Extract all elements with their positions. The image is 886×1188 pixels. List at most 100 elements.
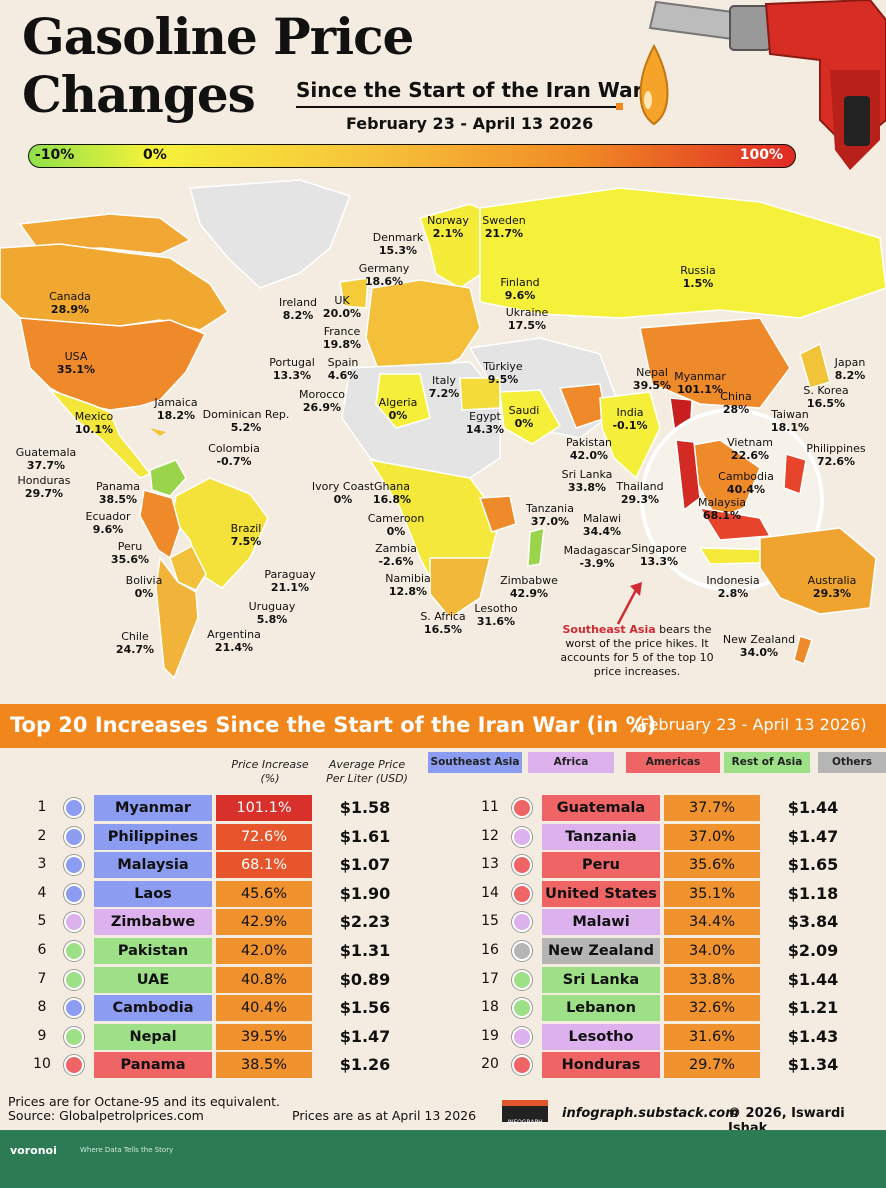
callout-arrow xyxy=(616,589,638,625)
map-label-france: France 19.8% xyxy=(323,325,361,351)
map-label-name: Uruguay xyxy=(248,600,296,613)
map-label-ecuador: Ecuador 9.6% xyxy=(86,510,131,536)
subtitle: Since the Start of the Iran War xyxy=(296,78,643,102)
map-label-value: 4.6% xyxy=(327,369,359,382)
map-label-value: 2.8% xyxy=(717,587,749,600)
map-label-peru: Peru 35.6% xyxy=(111,540,149,566)
map-label-name: Malaysia xyxy=(697,496,747,509)
region-algeria xyxy=(375,373,431,429)
map-label-value: 33.8% xyxy=(567,481,607,494)
row-price: $1.65 xyxy=(787,855,839,875)
map-label-name: Singapore xyxy=(631,542,687,555)
row-country: Pakistan xyxy=(94,938,212,964)
map-label-name: Honduras xyxy=(17,474,71,487)
map-label-brazil: Brazil 7.5% xyxy=(231,522,262,548)
row-increase: 35.6% xyxy=(664,852,760,879)
table-row: 2 Philippines 72.6% $1.61 xyxy=(30,823,420,850)
region-saudi xyxy=(499,389,561,445)
map-label-value: 29.7% xyxy=(24,487,64,500)
map-label-name: Colombia xyxy=(208,442,260,455)
region-china xyxy=(639,317,791,409)
map-label-value: 101.1% xyxy=(677,383,723,396)
row-increase: 39.5% xyxy=(216,1023,312,1050)
table-row: 15 Malawi 34.4% $3.84 xyxy=(478,909,868,936)
row-increase: 37.7% xyxy=(664,795,760,821)
map-label-italy: Italy 7.2% xyxy=(429,374,460,400)
map-label-india: India -0.1% xyxy=(612,406,647,432)
row-increase: 33.8% xyxy=(664,966,760,993)
table-row: 7 UAE 40.8% $0.89 xyxy=(30,966,420,993)
map-label-name: Australia xyxy=(807,574,857,587)
map-label-name: S. Korea xyxy=(803,384,849,397)
flag-icon xyxy=(64,1055,84,1076)
map-label-value: 42.0% xyxy=(569,449,609,462)
map-label-value: 7.5% xyxy=(230,535,262,548)
map-label-name: Sweden xyxy=(482,214,526,227)
map-label-value: 0% xyxy=(134,587,154,600)
row-rank: 15 xyxy=(481,913,499,930)
voronoi-brand: voronoi xyxy=(10,1144,57,1157)
flag-icon xyxy=(512,883,532,904)
date-range: February 23 - April 13 2026 xyxy=(346,114,594,133)
row-increase: 34.0% xyxy=(664,938,760,964)
map-label-name: Zambia xyxy=(375,542,417,555)
map-label-value: 5.2% xyxy=(230,421,262,434)
subtitle-accent xyxy=(616,103,623,110)
world-map xyxy=(0,179,886,680)
map-label-value: 8.2% xyxy=(834,369,866,382)
map-label-name: Peru xyxy=(117,540,143,553)
row-increase: 29.7% xyxy=(664,1052,760,1079)
footnote-octane: Prices are for Octane-95 and its equival… xyxy=(8,1094,280,1109)
row-increase: 40.4% xyxy=(216,995,312,1022)
legend-southeast-asia: Southeast Asia xyxy=(428,752,522,773)
map-label-name: Jamaica xyxy=(154,396,198,409)
map-label-value: 35.6% xyxy=(110,553,150,566)
table-row: 9 Nepal 39.5% $1.47 xyxy=(30,1023,420,1050)
map-label-name: Thailand xyxy=(616,480,664,493)
map-label-cameroon: Cameroon 0% xyxy=(368,512,425,538)
map-label-value: 10.1% xyxy=(74,423,114,436)
map-label-value: 18.6% xyxy=(364,275,404,288)
map-label-value: 28.9% xyxy=(50,303,90,316)
map-label-name: Tanzania xyxy=(526,502,574,515)
map-label-new-zealand: New Zealand 34.0% xyxy=(723,633,795,659)
scale-min-label: -10% xyxy=(35,147,75,163)
map-label-sweden: Sweden 21.7% xyxy=(482,214,525,240)
voronoi-footer: voronoi Where Data Tells the Story xyxy=(0,1130,886,1188)
region-argentina-chile xyxy=(155,556,199,680)
map-label-value: 13.3% xyxy=(639,555,679,568)
map-label-value: 12.8% xyxy=(388,585,428,598)
row-country: Cambodia xyxy=(94,995,212,1022)
row-country: Panama xyxy=(94,1052,212,1079)
map-label-value: 24.7% xyxy=(115,643,155,656)
map-label-name: Denmark xyxy=(372,231,424,244)
map-label-name: Italy xyxy=(432,374,456,387)
row-price: $2.23 xyxy=(339,912,391,932)
map-label-name: Ecuador xyxy=(85,510,131,523)
map-label-name: Panama xyxy=(95,480,141,493)
row-increase: 38.5% xyxy=(216,1052,312,1079)
footnote-source: Source: Globalpetrolprices.com xyxy=(8,1108,204,1123)
row-country: Malawi xyxy=(542,909,660,936)
row-price: $1.07 xyxy=(339,855,391,875)
map-label-name: Spain xyxy=(327,356,359,369)
map-label-value: 5.8% xyxy=(256,613,288,626)
flag-icon xyxy=(512,998,532,1019)
region-western-europe xyxy=(365,279,481,379)
map-label-name: Türkiye xyxy=(483,360,523,373)
map-label-value: 38.5% xyxy=(98,493,138,506)
legend-africa: Africa xyxy=(528,752,614,773)
region-canada xyxy=(0,243,230,331)
row-increase: 31.6% xyxy=(664,1023,760,1050)
map-label-saudi: Saudi 0% xyxy=(509,404,540,430)
table-row: 17 Sri Lanka 33.8% $1.44 xyxy=(478,966,868,993)
map-label-pakistan: Pakistan 42.0% xyxy=(566,436,612,462)
voronoi-tagline: Where Data Tells the Story xyxy=(80,1146,174,1154)
row-increase: 45.6% xyxy=(216,880,312,907)
map-label-name: Philippines xyxy=(806,442,866,455)
region-egypt xyxy=(459,377,501,411)
map-label-value: 35.1% xyxy=(56,363,96,376)
row-price: $1.18 xyxy=(787,883,839,903)
row-country: Lebanon xyxy=(542,995,660,1022)
map-label-name: Nepal xyxy=(636,366,668,379)
